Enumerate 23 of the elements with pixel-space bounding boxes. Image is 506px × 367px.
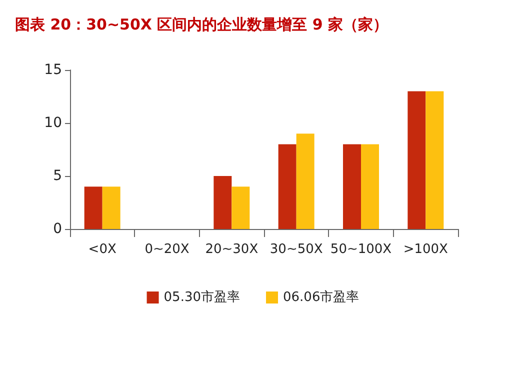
bar [278, 144, 296, 229]
bar [232, 186, 250, 229]
bar [214, 176, 232, 229]
y-tick-label: 5 [53, 168, 62, 184]
bar [408, 91, 426, 229]
x-tick-label: 50~100X [330, 242, 392, 257]
y-tick-label: 15 [44, 62, 62, 78]
x-tick-label: 0~20X [144, 242, 190, 257]
bar [84, 186, 102, 229]
bar [361, 144, 379, 229]
x-tick-label: <0X [88, 242, 116, 257]
bar [343, 144, 361, 229]
bar [102, 186, 120, 229]
legend-label: 06.06市盈率 [283, 289, 360, 305]
x-tick-label: 30~50X [270, 242, 323, 257]
chart-title: 图表 20：30~50X 区间内的企业数量增至 9 家（家） [15, 16, 388, 34]
bar [296, 134, 314, 229]
y-tick-label: 0 [53, 221, 62, 237]
bar [426, 91, 444, 229]
y-tick-label: 10 [44, 115, 62, 131]
legend-label: 05.30市盈率 [164, 289, 240, 305]
x-tick-label: 20~30X [205, 242, 258, 257]
x-tick-label: >100X [403, 242, 448, 257]
